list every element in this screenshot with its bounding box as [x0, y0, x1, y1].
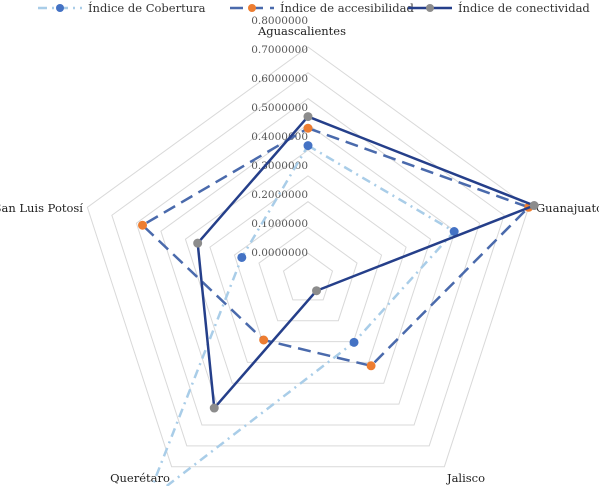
category-label: Jalisco	[446, 471, 485, 485]
radial-tick-label: 0.5000000	[251, 102, 308, 114]
grid-ring	[209, 175, 407, 363]
radial-tick-label: 0.7000000	[251, 44, 308, 56]
radial-tick-label: 0.1000000	[251, 218, 308, 230]
data-point	[529, 201, 539, 211]
category-label: Aguascalientes	[257, 24, 346, 38]
radial-tick-label: 0.8000000	[251, 15, 308, 27]
radial-tick-label: 0.6000000	[251, 73, 308, 85]
legend-label: Índice de conectividad	[458, 1, 590, 15]
series-line	[141, 126, 530, 368]
radial-tick-label: 0.2000000	[251, 189, 308, 201]
series-line	[196, 115, 536, 410]
legend-marker	[56, 4, 64, 12]
data-point	[259, 335, 269, 345]
data-point	[303, 112, 313, 122]
legend-label: Índice de Cobertura	[88, 1, 206, 15]
grid-ring	[184, 149, 432, 384]
grid-ring	[160, 123, 456, 405]
category-label: Querétaro	[110, 471, 170, 485]
data-point	[303, 141, 313, 151]
data-point	[366, 361, 376, 371]
data-point	[349, 337, 359, 347]
data-point	[312, 286, 322, 296]
data-point	[303, 123, 313, 133]
data-point	[449, 227, 459, 237]
radial-tick-label: 0.0000000	[251, 247, 308, 259]
grid-ring	[86, 46, 530, 468]
grid-ring	[233, 201, 383, 343]
category-label: San Luis Potosí	[0, 201, 83, 215]
grid-ring	[258, 226, 358, 322]
series-line	[150, 144, 456, 486]
legend-marker	[248, 4, 256, 12]
radial-tick-label: 0.4000000	[251, 131, 308, 143]
legend-marker	[426, 4, 434, 12]
data-point	[209, 403, 219, 413]
grid-ring	[111, 72, 505, 447]
data-point	[237, 252, 247, 262]
data-point	[193, 238, 203, 248]
grid-ring	[282, 252, 334, 301]
legend-label: Índice de accesibilidad	[280, 1, 414, 15]
data-point	[138, 220, 148, 230]
grid-ring	[135, 97, 481, 426]
category-label: Guanajuato	[536, 201, 599, 215]
